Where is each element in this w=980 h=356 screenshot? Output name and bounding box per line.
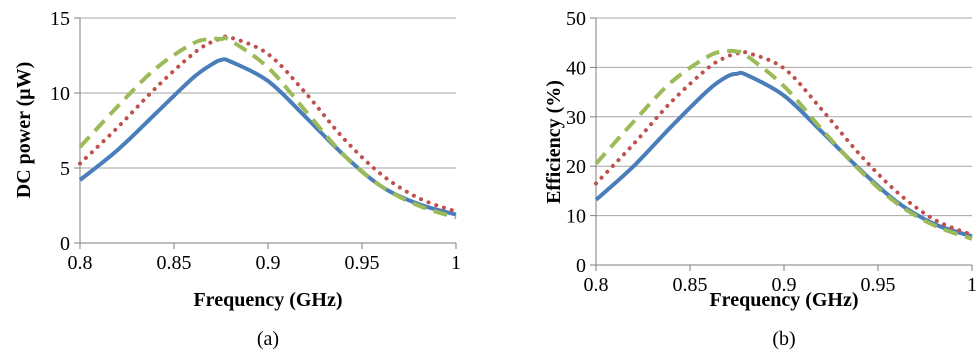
chart-b-x-tick-label: 0.9 <box>772 274 797 296</box>
chart-b-y-tick-label: 30 <box>566 107 586 129</box>
chart-b-x-axis-title: Frequency (GHz) <box>709 289 858 311</box>
chart-a-y-ticks: 0 5 10 15 <box>50 8 70 255</box>
chart-b-x-tick-label: 0.8 <box>584 274 609 296</box>
chart-b-x-ticks: 0.8 0.85 0.9 0.95 1 <box>584 274 978 296</box>
chart-b-y-tick-label: 20 <box>566 156 586 178</box>
chart-b-series-line-1 <box>594 70 973 239</box>
chart-a-series-line-2 <box>78 34 458 214</box>
chart-a-series-line-1 <box>78 57 457 217</box>
chart-b-x-tick-label: 0.95 <box>861 274 896 296</box>
chart-b-series-line-3 <box>594 48 973 241</box>
chart-a-x-axis-title: Frequency (GHz) <box>193 289 342 311</box>
chart-b-grid <box>590 17 973 271</box>
chart-a-x-tick-label: 0.8 <box>68 252 93 274</box>
chart-a-y-tick-label: 0 <box>60 233 70 255</box>
chart-b-y-tick-label: 50 <box>566 8 586 30</box>
chart-b-y-axis-title: Efficiency (%) <box>543 80 565 204</box>
chart-b-y-tick-label: 0 <box>576 255 586 277</box>
chart-a-y-tick-label: 5 <box>60 158 70 180</box>
chart-a-x-tick-label: 1 <box>451 252 461 274</box>
chart-a-y-axis-title: DC power (μW) <box>13 62 35 199</box>
chart-a-x-tick-label: 0.85 <box>157 252 192 274</box>
chart-a-y-tick-label: 10 <box>50 83 70 105</box>
chart-a-x-tick-label: 0.9 <box>256 252 281 274</box>
chart-a: 0 5 10 15 0.8 0.85 0.9 0.95 1 DC power (μW) Fre… <box>13 8 461 350</box>
chart-a-caption: (a) <box>257 328 279 350</box>
chart-a-y-tick-label: 15 <box>50 8 70 30</box>
chart-a-series-line-3 <box>78 36 457 220</box>
chart-b-series <box>594 48 974 241</box>
chart-b-y-tick-label: 40 <box>566 57 586 79</box>
chart-b-series-line-2 <box>594 49 974 237</box>
chart-b: 0 10 20 30 40 50 0.8 0.85 0.9 0.95 1 Efficiency (… <box>543 8 977 350</box>
chart-a-series <box>78 34 458 220</box>
chart-b-y-ticks: 0 10 20 30 40 50 <box>566 8 586 277</box>
chart-b-x-tick-label: 1 <box>967 274 977 296</box>
chart-a-x-tick-label: 0.95 <box>345 252 380 274</box>
chart-b-x-tick-label: 0.85 <box>673 274 708 296</box>
chart-b-caption: (b) <box>772 328 795 350</box>
chart-a-grid <box>74 17 457 249</box>
chart-b-y-tick-label: 10 <box>566 206 586 228</box>
chart-a-x-ticks: 0.8 0.85 0.9 0.95 1 <box>68 252 462 274</box>
